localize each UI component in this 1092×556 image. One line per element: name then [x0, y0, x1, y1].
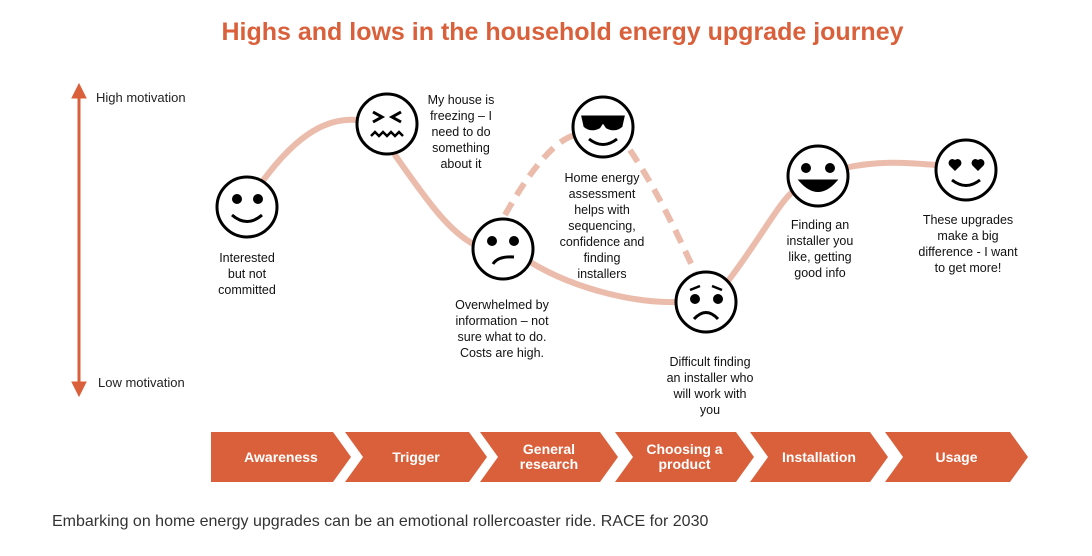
stage-trigger: Trigger: [345, 432, 487, 482]
smile-face-icon: [215, 175, 279, 239]
distressed-face-icon: [355, 92, 419, 156]
worried-face-icon: [674, 270, 738, 334]
sunglasses-face-icon: [571, 95, 635, 159]
moment-note: Home energy assessment helps with sequen…: [559, 171, 645, 281]
stage-installation: Installation: [750, 432, 888, 482]
motivation-axis-arrow: [71, 82, 87, 398]
heart-eyes-face-icon: [934, 138, 998, 202]
confused-face-icon: [471, 217, 535, 281]
low-motivation-label: Low motivation: [98, 375, 185, 390]
motivation-curve: [259, 116, 939, 306]
diagram-title: Highs and lows in the household energy u…: [221, 18, 904, 46]
moment-note: My house is freezing – I need to do some…: [427, 93, 495, 171]
moment-note: Overwhelmed by information – not sure wh…: [455, 298, 549, 360]
stage-awareness: Awareness: [211, 432, 351, 482]
stage-choosing-a-product: Choosing a product: [615, 432, 754, 482]
grin-face-icon: [786, 144, 850, 208]
moment-note: These upgrades make a big difference - I…: [918, 213, 1018, 275]
moment-note: Difficult finding an installer who will …: [666, 355, 754, 417]
moment-note: Finding an installer you like, getting g…: [786, 218, 854, 280]
figure-caption: Embarking on home energy upgrades can be…: [52, 513, 709, 530]
moment-note: Interested but not committed: [218, 251, 276, 297]
stage-usage: Usage: [885, 432, 1028, 482]
stage-general-research: General research: [480, 432, 618, 482]
high-motivation-label: High motivation: [96, 90, 186, 105]
